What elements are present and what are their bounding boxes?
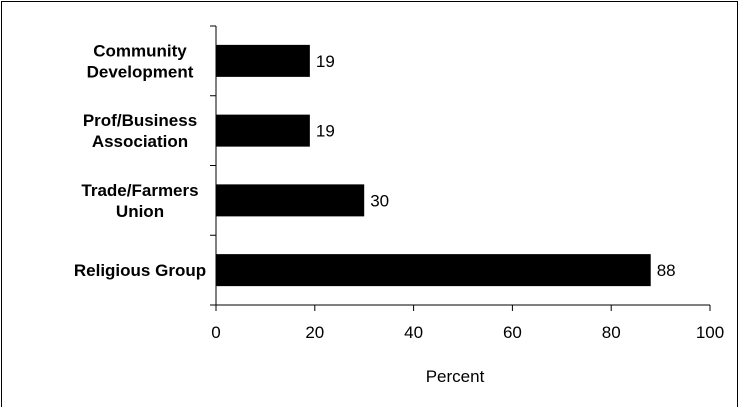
data-label-3: 88 (657, 261, 676, 280)
bar-1 (216, 114, 310, 147)
x-axis-title: Percent (426, 367, 485, 386)
category-label-2-line-0: Trade/Farmers (81, 181, 198, 200)
category-label-2-line-1: Union (116, 202, 164, 221)
x-tick-label-5: 100 (696, 323, 724, 342)
category-label-0-line-1: Development (87, 62, 194, 81)
bars-layer (216, 44, 651, 287)
category-label-1-line-1: Association (92, 132, 188, 151)
x-tick-label-4: 80 (602, 323, 621, 342)
category-label-3: Religious Group (74, 261, 206, 280)
data-label-2: 30 (370, 191, 389, 210)
category-label-0: Community Development (87, 41, 194, 81)
category-label-2: Trade/Farmers Union (81, 181, 198, 221)
x-tick-label-1: 20 (305, 323, 324, 342)
category-label-1: Prof/Business Association (83, 111, 197, 151)
category-label-3-line-0: Religious Group (74, 261, 206, 280)
x-tick-label-3: 60 (503, 323, 522, 342)
category-label-0-line-0: Community (93, 41, 187, 60)
axes-layer (210, 25, 711, 311)
data-label-1: 19 (316, 122, 335, 141)
labels-layer: 19 Community Development 19 Prof/Business Ass… (74, 41, 724, 342)
bar-2 (216, 184, 365, 217)
x-tick-label-0: 0 (211, 323, 220, 342)
bar-0 (216, 44, 310, 77)
bar-3 (216, 254, 651, 287)
x-tick-label-2: 40 (404, 323, 423, 342)
data-label-0: 19 (316, 52, 335, 71)
category-label-1-line-0: Prof/Business (83, 111, 197, 130)
